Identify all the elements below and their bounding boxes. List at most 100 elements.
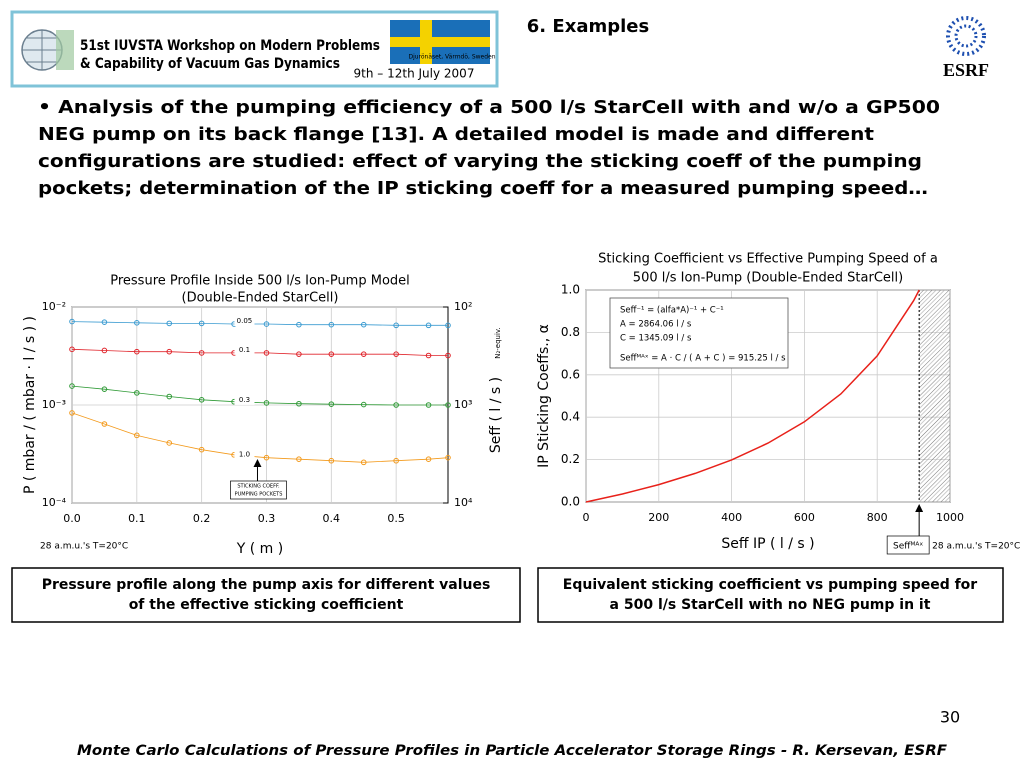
y2-axis-note: N₂-equiv.: [494, 327, 502, 359]
data-point: [360, 459, 367, 466]
series-line: [71, 412, 449, 463]
chart: Pressure Profile Inside 500 l/s Ion-Pump…: [22, 274, 504, 558]
annotation-box: [230, 480, 287, 500]
series-label: 1.0: [239, 451, 250, 459]
series-label: 0.3: [239, 396, 250, 404]
workshop-line: & Capability of Vacuum Gas Dynamics: [80, 56, 340, 72]
chart-title: Pressure Profile Inside 500 l/s Ion-Pump…: [110, 274, 410, 289]
caption-line: Pressure profile along the pump axis for…: [42, 577, 491, 593]
data-point: [101, 386, 108, 392]
data-point: [445, 454, 451, 461]
data-point: [166, 393, 173, 400]
data-point: [425, 402, 432, 408]
data-point: [263, 350, 270, 356]
data-point: [328, 351, 335, 357]
data-point: [263, 321, 270, 327]
footer: Monte Carlo Calculations of Pressure Pro…: [77, 743, 947, 759]
series-label-bg: [234, 343, 255, 355]
esrf-logo: ESRF: [943, 16, 989, 80]
y-tick-label: 10⁻³: [42, 398, 66, 411]
series-label: 0.05: [237, 317, 253, 325]
chart-note: 28 a.m.u.'s T=20°C: [932, 542, 1020, 552]
y-tick-label: 0.4: [561, 410, 580, 424]
venue: Djurönäset, Värmdö, Sweden: [408, 54, 495, 61]
chart: Sticking Coefficient vs Effective Pumpin…: [536, 252, 1020, 555]
y-axis-label: IP Sticking Coeffs., α: [536, 324, 552, 468]
annotation: PUMPING POCKETS: [235, 492, 283, 498]
caption-box: [537, 567, 1004, 623]
data-point: [393, 402, 399, 408]
data-point: [296, 321, 302, 328]
formula-line: Seffᴹᴬˣ = A · C / ( A + C ) = 915.25 l /…: [620, 354, 786, 364]
bullet-line: configurations are studied: effect of va…: [38, 151, 922, 172]
chart-note: 28 a.m.u.'s T=20°C: [40, 542, 128, 552]
data-point: [360, 351, 367, 357]
formula-box: [609, 297, 789, 369]
data-point: [328, 321, 335, 328]
section-title: 6. Examples: [527, 16, 649, 37]
data-point: [393, 322, 399, 329]
data-point: [69, 346, 75, 353]
y-tick-label: 1.0: [561, 283, 580, 297]
data-point: [296, 351, 302, 357]
data-point: [425, 456, 432, 462]
chart-subtitle: 500 l/s Ion-Pump (Double-Ended StarCell): [633, 271, 903, 286]
data-point: [69, 383, 75, 389]
bullet-line: pockets; determination of the IP stickin…: [38, 178, 928, 199]
formula-line: C = 1345.09 l / s: [620, 334, 692, 344]
data-point: [166, 440, 173, 446]
x-tick-label: 400: [721, 511, 742, 524]
y-axis-label: P ( mbar / ( mbar · l / s ) ): [22, 316, 38, 494]
x-axis-label: Y ( m ): [236, 541, 283, 557]
annotation: Seffᴹᴬˣ: [893, 542, 923, 552]
data-point: [393, 457, 399, 464]
data-point: [198, 320, 205, 327]
data-point: [296, 400, 302, 407]
series-line: [71, 348, 448, 356]
data-point: [328, 457, 335, 464]
data-point: [101, 347, 108, 354]
data-point: [445, 352, 451, 359]
caption-box: [11, 567, 521, 623]
y2-tick-label: 10²: [454, 300, 472, 313]
formula-line: A = 2864.06 l / s: [620, 320, 692, 330]
y2-tick-label: 10⁴: [454, 496, 473, 509]
data-point: [166, 320, 173, 327]
x-axis-label: Seff IP ( l / s ): [721, 536, 814, 552]
y2-tick-label: 10³: [454, 398, 472, 411]
series-label: 0.1: [239, 346, 250, 354]
y-tick-label: 0.2: [561, 452, 580, 466]
data-point: [328, 401, 335, 407]
series-label-bg: [234, 448, 255, 460]
caption-line: a 500 l/s StarCell with no NEG pump in i…: [610, 597, 931, 613]
data-point: [69, 410, 75, 416]
data-point: [393, 351, 399, 357]
x-tick-label: 0.0: [63, 512, 81, 525]
bullet-line: • Analysis of the pumping efficiency of …: [38, 97, 940, 118]
formula-line: Seff⁻¹ = (alfa*A)⁻¹ + C⁻¹: [620, 306, 724, 316]
dates: 9th – 12th July 2007: [354, 67, 475, 81]
y2-axis-label: Seff ( l / s ): [488, 377, 504, 453]
x-tick-label: 0.3: [258, 512, 276, 525]
data-point: [198, 396, 205, 403]
data-point: [445, 322, 451, 329]
data-point: [101, 421, 108, 427]
data-point: [134, 348, 140, 355]
x-tick-label: 0: [583, 511, 590, 524]
data-point: [263, 454, 270, 461]
x-tick-label: 200: [648, 511, 669, 524]
y-tick-label: 10⁻²: [42, 300, 66, 313]
data-point: [445, 402, 451, 408]
data-point: [360, 321, 367, 328]
series-line: [585, 289, 920, 503]
y-tick-label: 10⁻⁴: [42, 496, 67, 509]
x-tick-label: 600: [794, 511, 815, 524]
bullet-line: NEG pump on its back flange [13]. A deta…: [38, 124, 874, 145]
annotation-box: [886, 535, 930, 555]
hatched-region: [919, 290, 950, 502]
data-point: [263, 400, 270, 406]
series-line: [71, 321, 448, 326]
data-point: [425, 352, 432, 359]
